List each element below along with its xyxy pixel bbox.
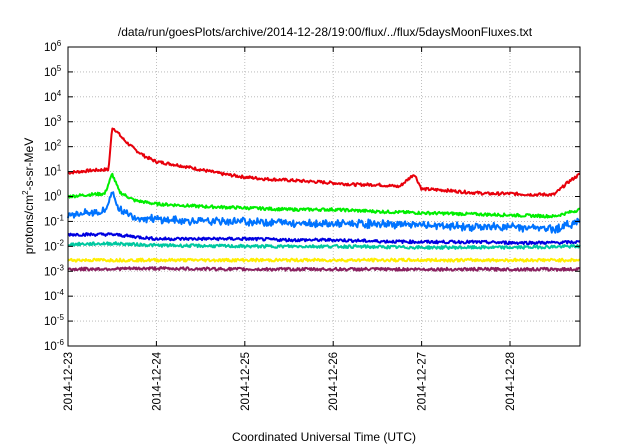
y-tick-label: 10-5 — [44, 313, 64, 328]
series-line — [67, 257, 581, 263]
y-tick-exp: 5 — [57, 64, 62, 73]
x-axis-label: Coordinated Universal Time (UTC) — [232, 430, 416, 444]
x-tick-label: 2014-12-28 — [505, 352, 517, 411]
y-axis-label-rest: -s-sr-MeV — [22, 138, 36, 191]
y-tick-label: 10-1 — [44, 213, 64, 228]
y-tick-exp: 6 — [57, 39, 62, 48]
y-tick-label: 103 — [44, 114, 62, 129]
x-tick-label: 2014-12-26 — [328, 352, 340, 411]
y-tick-exp: -1 — [57, 213, 65, 222]
y-tick-base: 10 — [44, 266, 57, 278]
y-axis-label: protons/cm2-s-sr-MeV — [21, 138, 36, 254]
y-tick-exp: 2 — [57, 139, 62, 148]
y-tick-base: 10 — [44, 291, 57, 303]
x-tick-label: 2014-12-23 — [63, 352, 75, 411]
series-line — [67, 191, 581, 234]
y-tick-base: 10 — [44, 216, 57, 228]
y-tick-base: 10 — [44, 341, 57, 353]
y-tick-base: 10 — [44, 241, 57, 253]
series-line — [67, 232, 581, 246]
y-tick-exp: -2 — [57, 238, 65, 247]
y-tick-label: 10-4 — [44, 288, 64, 303]
y-tick-base: 10 — [44, 92, 57, 104]
y-tick-base: 10 — [44, 167, 57, 179]
y-axis: 10-610-510-410-310-210-11001011021031041… — [44, 39, 580, 353]
y-tick-exp: 4 — [57, 89, 62, 98]
y-tick-label: 106 — [44, 39, 62, 54]
y-tick-base: 10 — [44, 142, 57, 154]
y-tick-exp: -6 — [57, 338, 65, 347]
y-tick-label: 100 — [44, 189, 62, 204]
y-tick-base: 10 — [44, 117, 57, 129]
series-line — [67, 241, 581, 250]
y-tick-exp: 0 — [57, 189, 62, 198]
grid — [68, 47, 580, 346]
y-tick-label: 101 — [44, 164, 62, 179]
y-tick-label: 102 — [44, 139, 62, 154]
y-tick-label: 10-3 — [44, 263, 64, 278]
y-axis-label-exp: 2 — [21, 190, 30, 195]
y-tick-exp: -5 — [57, 313, 65, 322]
y-tick-base: 10 — [44, 316, 57, 328]
y-tick-base: 10 — [44, 42, 57, 54]
y-tick-base: 10 — [44, 67, 57, 79]
y-tick-label: 10-2 — [44, 238, 64, 253]
x-tick-label: 2014-12-25 — [240, 352, 252, 411]
y-tick-exp: -3 — [57, 263, 65, 272]
series-line — [67, 127, 581, 197]
series-group — [67, 127, 581, 272]
series-line — [67, 172, 581, 219]
y-tick-exp: -4 — [57, 288, 65, 297]
y-tick-label: 105 — [44, 64, 62, 79]
y-tick-label: 10-6 — [44, 338, 64, 353]
y-tick-label: 104 — [44, 89, 62, 104]
y-tick-base: 10 — [44, 192, 57, 204]
x-axis: 2014-12-23 2014-12-24 2014-12-25 2014-12-26… — [63, 47, 517, 411]
x-tick-label: 2014-12-24 — [151, 351, 163, 410]
y-tick-exp: 1 — [57, 164, 62, 173]
series-line — [67, 266, 581, 272]
y-axis-label-base: protons/cm — [22, 195, 36, 254]
y-tick-exp: 3 — [57, 114, 62, 123]
x-tick-label: 2014-12-27 — [417, 352, 429, 411]
chart-title: /data/run/goesPlots/archive/2014-12-28/1… — [118, 25, 533, 39]
